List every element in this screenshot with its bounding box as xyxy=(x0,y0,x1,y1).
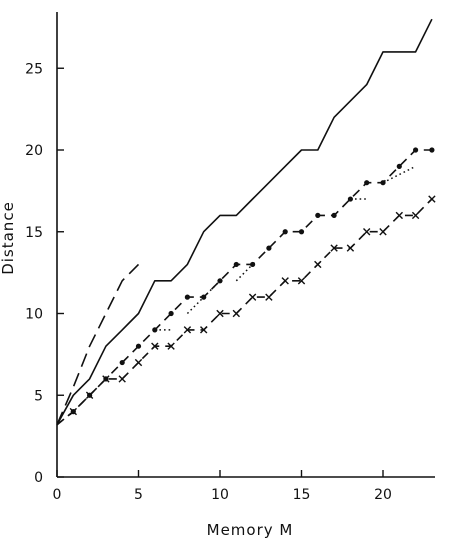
data-point-dot xyxy=(217,278,223,284)
data-point-x xyxy=(428,195,436,203)
data-point-x xyxy=(297,277,306,285)
series-layer xyxy=(56,18,433,426)
data-point-dot xyxy=(429,147,435,153)
data-point-dot xyxy=(364,180,370,186)
data-point-dot xyxy=(380,180,386,186)
data-point-dot xyxy=(331,212,337,218)
x-axis-ticks: 0 5 10 15 20 xyxy=(53,470,392,503)
marker-layer xyxy=(69,147,436,416)
data-point-dot xyxy=(413,147,419,153)
y-tick-label: 25 xyxy=(25,61,43,77)
x-tick-label: 20 xyxy=(374,487,392,503)
x-axis-title: Memory M xyxy=(207,521,294,539)
series-line-5 xyxy=(56,198,433,426)
data-point-dot xyxy=(135,343,142,349)
data-point-x xyxy=(167,342,175,350)
data-point-x xyxy=(85,391,94,399)
data-point-x xyxy=(216,309,224,318)
y-axis-title: Distance xyxy=(0,201,17,275)
data-point-x xyxy=(281,277,289,285)
data-point-dot xyxy=(315,212,321,218)
data-point-dot xyxy=(396,163,402,169)
data-point-x xyxy=(69,407,77,416)
data-point-x xyxy=(232,309,240,318)
data-point-dot xyxy=(282,229,288,235)
data-point-dot xyxy=(250,261,256,268)
x-tick-label: 10 xyxy=(211,487,229,503)
data-point-dot xyxy=(298,229,305,235)
data-point-x xyxy=(118,375,126,383)
data-point-x xyxy=(183,326,192,334)
data-point-dot xyxy=(266,245,272,251)
y-tick-label: 15 xyxy=(25,225,43,241)
data-point-x xyxy=(379,228,387,236)
y-tick-label: 5 xyxy=(34,388,43,404)
data-point-dot xyxy=(168,310,174,317)
data-point-x xyxy=(265,293,273,301)
data-point-x xyxy=(411,211,420,220)
series-line-1 xyxy=(56,263,140,426)
data-point-x xyxy=(151,342,159,350)
series-line-3 xyxy=(56,149,432,426)
data-point-dot xyxy=(119,359,125,366)
data-point-x xyxy=(314,260,322,269)
data-point-dot xyxy=(201,294,207,300)
data-point-x xyxy=(248,293,257,301)
y-axis-ticks: 0 5 10 15 20 25 xyxy=(25,61,64,486)
y-tick-label: 20 xyxy=(25,143,43,159)
data-point-x xyxy=(346,244,355,252)
data-point-x xyxy=(395,211,403,220)
data-point-x xyxy=(363,228,371,236)
data-point-dot xyxy=(233,261,239,268)
plot-area: 0 5 10 15 20 0 5 10 15 20 25 xyxy=(25,12,436,503)
data-point-dot xyxy=(347,196,353,202)
data-point-dot xyxy=(184,294,190,300)
series-line-2 xyxy=(56,18,433,426)
x-tick-label: 5 xyxy=(134,487,143,503)
y-tick-label: 10 xyxy=(25,307,43,323)
data-point-dot xyxy=(152,327,158,333)
series-dotted-segment xyxy=(235,263,254,282)
y-tick-label: 0 xyxy=(34,470,43,486)
data-point-x xyxy=(200,326,208,334)
data-point-x xyxy=(134,358,143,367)
data-point-x xyxy=(330,244,338,252)
series-dotted-segment xyxy=(382,165,416,184)
x-tick-label: 15 xyxy=(293,487,311,503)
x-tick-label: 0 xyxy=(53,487,62,503)
data-point-x xyxy=(102,375,110,383)
